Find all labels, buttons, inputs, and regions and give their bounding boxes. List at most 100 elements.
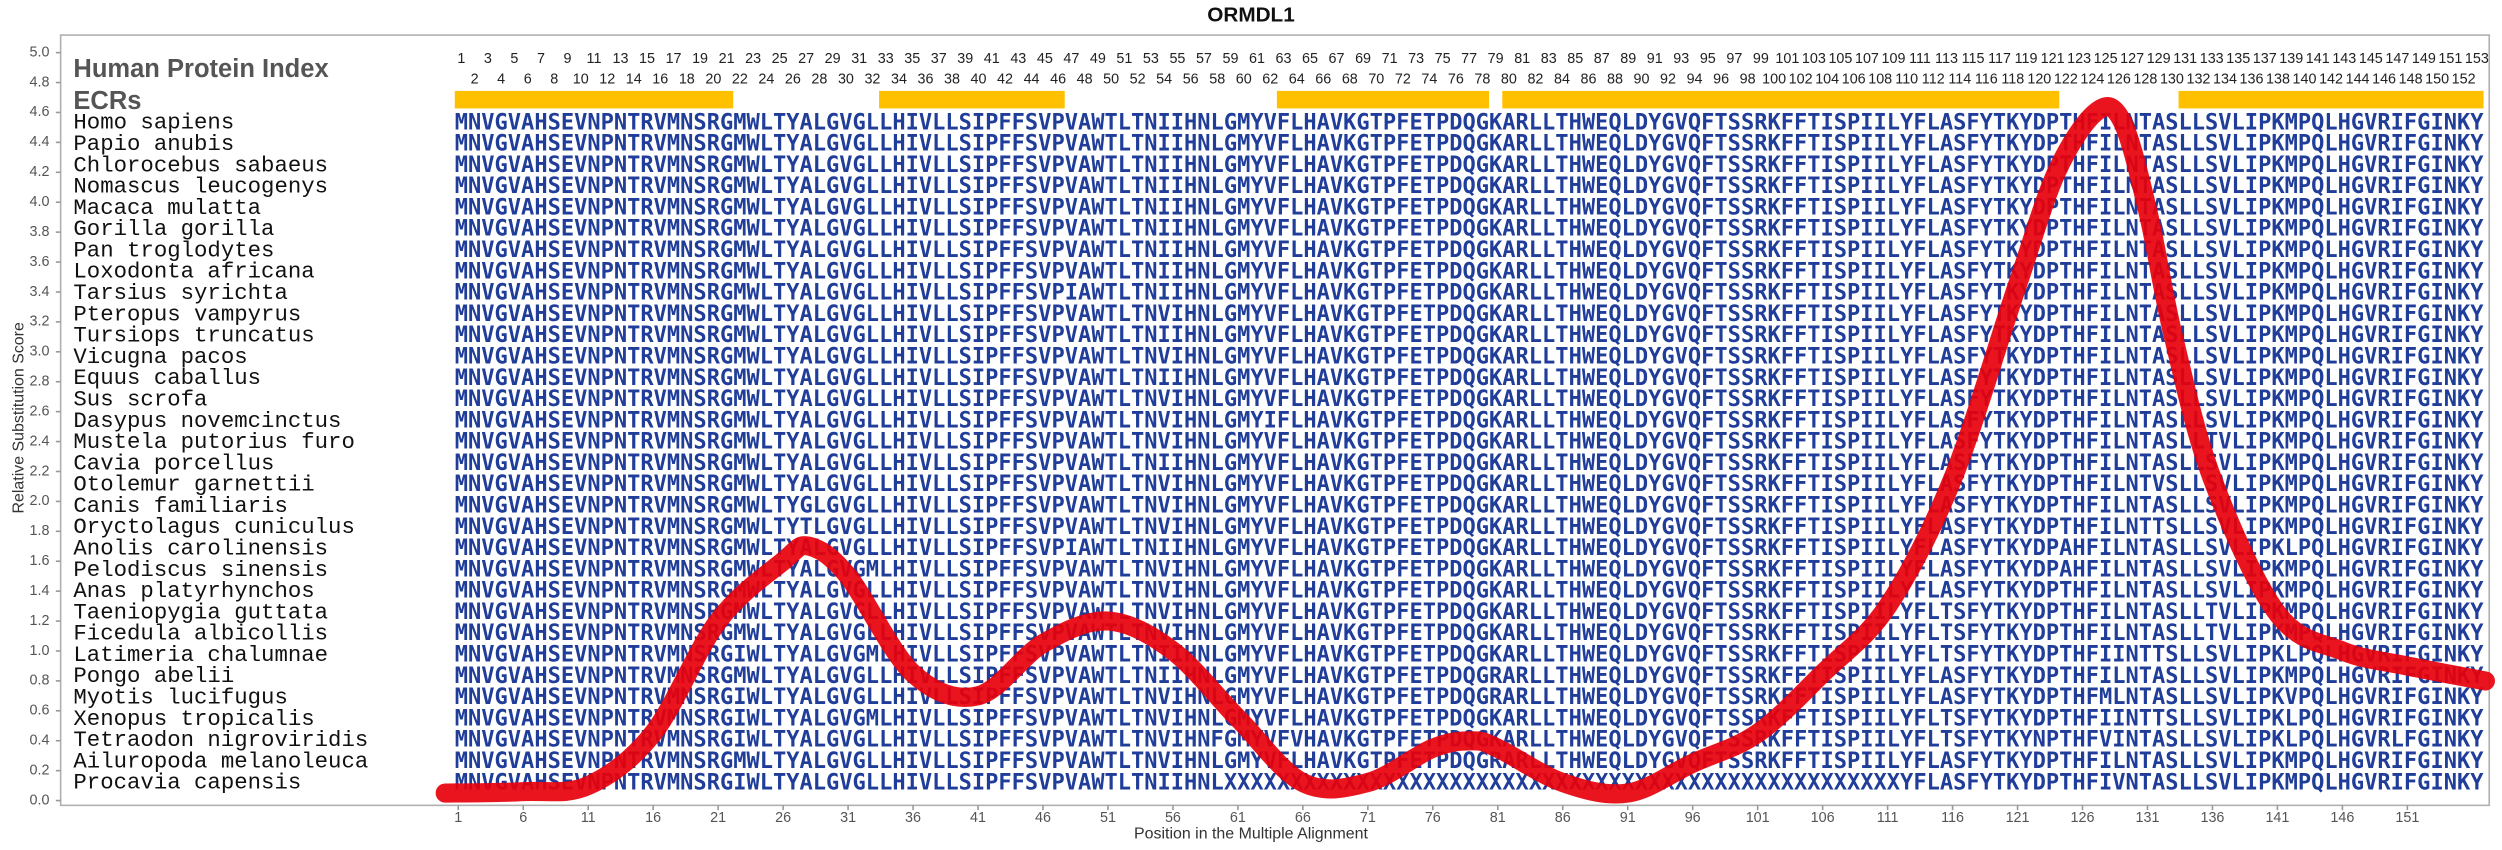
index-number: 81 [1514, 51, 1530, 67]
species-name: Tetraodon nigroviridis [73, 727, 368, 753]
y-tick-label: 2.0 [30, 493, 50, 509]
index-number: 92 [1660, 72, 1676, 88]
index-number: 122 [2054, 72, 2078, 88]
index-number: 45 [1037, 51, 1053, 67]
index-number: 40 [971, 72, 987, 88]
index-number: 141 [2306, 51, 2330, 67]
index-number: 9 [563, 51, 571, 67]
sequence: MNVGVAHSEVNPNTRVMNSRGMWLTYALGVGLLHIVLLSI… [455, 620, 2484, 646]
index-number: 75 [1435, 51, 1451, 67]
y-tick-label: 5.0 [30, 44, 50, 60]
x-tick-label: 31 [840, 810, 856, 826]
index-number: 114 [1948, 72, 1971, 88]
index-number: 133 [2200, 51, 2224, 67]
x-tick-label: 21 [710, 810, 726, 826]
index-number: 128 [2133, 72, 2157, 88]
index-number: 130 [2160, 72, 2184, 88]
species-name: Dasypus novemcinctus [73, 408, 341, 434]
y-tick-label: 0.4 [30, 733, 50, 749]
index-number: 79 [1488, 51, 1504, 67]
species-name: Loxodonta africana [73, 259, 314, 285]
index-number: 54 [1156, 72, 1172, 88]
ecr-bar [879, 90, 1065, 109]
sequence: MNVGVAHSEVNPNTRVMNSRGMWLTYALGVGLLHIVLLSI… [455, 109, 2484, 135]
species-name: Tarsius syrichta [73, 280, 287, 306]
x-tick-label: 111 [1877, 810, 1899, 826]
chart-title: ORMDL1 [1207, 3, 1295, 26]
index-number: 100 [1762, 72, 1786, 88]
index-number: 15 [639, 51, 655, 67]
species-name: Nomascus leucogenys [73, 174, 328, 200]
species-name: Vicugna pacos [73, 344, 247, 370]
x-tick-label: 106 [1811, 810, 1835, 826]
index-number: 149 [2412, 51, 2436, 67]
index-number: 129 [2147, 51, 2171, 67]
sequence: MNVGVAHSEVNPNTRVMNSRGMWLTYALGVGLLHIVLLSI… [455, 131, 2484, 157]
index-number: 137 [2253, 51, 2277, 67]
species-name: Macaca mulatta [73, 195, 261, 221]
ecr-bar [1502, 90, 2060, 109]
index-number: 17 [666, 51, 682, 67]
index-number: 91 [1647, 51, 1663, 67]
sequence: MNVGVAHSEVNPNTRVMNSRGMWLTYALGVGLLHIVLLSI… [455, 365, 2484, 391]
index-number: 111 [1909, 51, 1931, 67]
index-number: 102 [1789, 72, 1813, 88]
y-tick-label: 1.4 [30, 583, 50, 599]
index-number: 131 [2173, 51, 2197, 67]
index-number: 153 [2465, 51, 2489, 67]
index-number: 142 [2319, 72, 2343, 88]
x-tick-label: 151 [2395, 810, 2419, 826]
index-number: 146 [2372, 72, 2396, 88]
species-name: Myotis lucifugus [73, 685, 287, 711]
index-number: 4 [497, 72, 505, 88]
sequence: MNVGVAHSEVNPNTRVMNSRGIWLTYALGVGMLHIVLLSI… [455, 705, 2484, 731]
x-tick-label: 56 [1165, 810, 1181, 826]
species-name: Mustela putorius furo [73, 429, 354, 455]
x-tick-label: 51 [1100, 810, 1116, 826]
sequence: MNVGVAHSEVNPNTRVMNSRGMWLTYALGVGLLHIVLLSI… [455, 258, 2484, 284]
index-number: 125 [2094, 51, 2118, 67]
x-tick-label: 146 [2330, 810, 2354, 826]
sequence: MNVGVAHSEVNPNTRVMNSRGIWLTYALGVGLLHIVLLSI… [455, 684, 2484, 710]
index-number: 150 [2425, 72, 2449, 88]
score-line [435, 97, 2495, 804]
index-number: 97 [1726, 51, 1742, 67]
sequence: MNVGVAHSEVNPNTRVMNSRGMWLTYALGVGLLHIVLLSI… [455, 343, 2484, 369]
index-number: 31 [851, 51, 867, 67]
index-number: 30 [838, 72, 854, 88]
index-number: 63 [1276, 51, 1292, 67]
y-tick-label: 2.2 [30, 463, 50, 479]
index-number: 23 [745, 51, 761, 67]
index-number: 134 [2213, 72, 2237, 88]
index-number: 76 [1448, 72, 1464, 88]
index-number: 61 [1249, 51, 1265, 67]
sequence: MNVGVAHSEVNPNTRVMNSRGMWLTYALGVGLLHIVLLSI… [455, 471, 2484, 497]
x-tick-label: 16 [645, 810, 661, 826]
index-number: 70 [1368, 72, 1384, 88]
y-tick-label: 4.2 [30, 164, 50, 180]
index-number: 72 [1395, 72, 1411, 88]
species-name: Papio anubis [73, 131, 234, 157]
species-name: Ficedula albicollis [73, 621, 328, 647]
index-number: 49 [1090, 51, 1106, 67]
species-name: Xenopus tropicalis [73, 706, 314, 732]
ecr-bar [2178, 90, 2484, 109]
index-number: 25 [772, 51, 788, 67]
y-tick-label: 0.0 [30, 792, 50, 808]
sequence: MNVGVAHSEVNPNTRVMNSRGMWLTYALGVGLLHIVLLSI… [455, 578, 2484, 604]
species-name: Gorilla gorilla [73, 216, 274, 242]
index-number: 145 [2359, 51, 2383, 67]
index-number: 35 [904, 51, 920, 67]
index-number: 33 [878, 51, 894, 67]
x-tick-label: 136 [2200, 810, 2224, 826]
index-number: 27 [798, 51, 814, 67]
index-number: 11 [587, 51, 602, 67]
x-tick-label: 71 [1360, 810, 1376, 826]
species-name: Cavia porcellus [73, 450, 274, 476]
index-number: 83 [1541, 51, 1557, 67]
index-number: 90 [1634, 72, 1650, 88]
species-name: Equus caballus [73, 365, 261, 391]
index-number: 56 [1183, 72, 1199, 88]
x-tick-label: 121 [2006, 810, 2030, 826]
index-number: 3 [484, 51, 492, 67]
